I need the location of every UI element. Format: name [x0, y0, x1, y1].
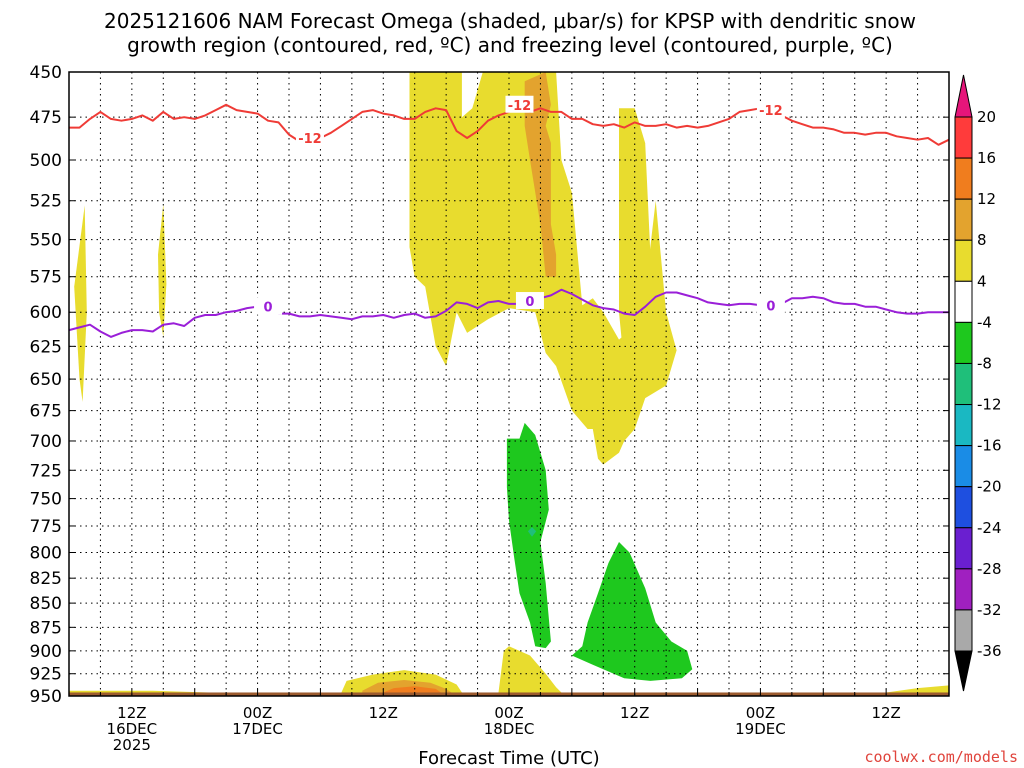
ytick-label-575: 575: [30, 268, 62, 288]
colorbar-bottom-arrow: [954, 650, 973, 692]
omega-region-1: [430, 99, 457, 263]
series-label-bg-1-0: [254, 297, 283, 315]
colorbar-label-13: -36: [977, 642, 1002, 660]
series-label-1-1: 0: [525, 295, 534, 310]
colorbar-swatch-3: [954, 239, 973, 282]
colorbar-label-9: -20: [977, 478, 1002, 496]
ytick-label-700: 700: [30, 432, 62, 452]
chart-title-line-1: 2025121606 NAM Forecast Omega (shaded, μ…: [104, 9, 916, 33]
omega-region-9: [524, 72, 557, 277]
omega-region-6: [498, 646, 562, 693]
xtick-label-78-0: 12Z: [871, 704, 900, 722]
xtick-label-6-2: 2025: [113, 736, 151, 754]
omega-region-4: [158, 203, 167, 337]
series-label-0-1: -12: [508, 99, 532, 114]
omega-region-11: [383, 686, 441, 693]
y-tick-layer: 450 475 500 525 550 575 600 625 650 675 700 725 750 7…: [30, 63, 949, 707]
colorbar-label-11: -28: [977, 560, 1002, 578]
colorbar-label-5: -4: [977, 313, 992, 331]
ytick-label-925: 925: [30, 665, 62, 685]
colorbar-label-10: -24: [977, 519, 1002, 537]
xtick-label-30-0: 12Z: [369, 704, 398, 722]
xtick-label-6-1: 16DEC: [107, 720, 158, 738]
colorbar-swatch-4: [954, 280, 973, 323]
omega-region-12: [506, 422, 551, 649]
colorbar-swatch-2: [954, 198, 973, 241]
colorbar-swatch-11: [954, 568, 973, 611]
xtick-label-54-0: 12Z: [620, 704, 649, 722]
colorbar-label-4: 4: [977, 272, 987, 290]
colorbar-swatch-7: [954, 404, 973, 447]
colorbar-swatch-9: [954, 486, 973, 529]
series-label-bg-0-0: [295, 128, 324, 146]
colorbar-label-0: 20: [977, 108, 996, 126]
ytick-label-450: 450: [30, 63, 62, 83]
ytick-label-525: 525: [30, 192, 62, 212]
xtick-label-66-1: 19DEC: [735, 720, 786, 738]
ytick-label-850: 850: [30, 594, 62, 614]
colorbar-top-arrow: [954, 74, 973, 118]
ytick-label-875: 875: [30, 618, 62, 638]
colorbar-label-8: -16: [977, 437, 1002, 455]
grid-layer: [69, 72, 949, 696]
series-label-0-0: -12: [298, 132, 322, 147]
ytick-label-750: 750: [30, 490, 62, 510]
colorbar-swatch-5: [954, 321, 973, 364]
ytick-label-775: 775: [30, 517, 62, 537]
xtick-label-42-1: 18DEC: [484, 720, 535, 738]
ytick-label-800: 800: [30, 543, 62, 563]
series-label-bg-1-2: [756, 296, 785, 314]
colorbar-swatch-12: [954, 609, 973, 652]
ytick-label-475: 475: [30, 108, 62, 128]
colorbar-swatch-6: [954, 362, 973, 406]
ytick-label-825: 825: [30, 569, 62, 589]
xtick-label-66-0: 00Z: [746, 704, 775, 722]
omega-region-13: [571, 542, 693, 681]
series-label-1-2: 0: [766, 299, 775, 314]
colorbar: 20 16 12 8 4 -4 -8 -12 -16 -20 -24 -28 -32 -36: [954, 74, 1002, 692]
colorbar-label-7: -12: [977, 396, 1002, 414]
xtick-label-42-0: 00Z: [494, 704, 523, 722]
xtick-label-6-0: 12Z: [117, 704, 146, 722]
xtick-label-18-0: 00Z: [243, 704, 272, 722]
xtick-label-18-1: 17DEC: [232, 720, 283, 738]
ytick-label-550: 550: [30, 231, 62, 251]
ytick-label-725: 725: [30, 461, 62, 481]
colorbar-swatch-10: [954, 527, 973, 570]
ytick-label-675: 675: [30, 402, 62, 422]
ytick-label-950: 950: [30, 687, 62, 707]
series-line-1: [68, 288, 949, 338]
colorbar-label-12: -32: [977, 601, 1002, 619]
series-label-0-2: -12: [759, 104, 783, 119]
omega-shading-layer: [69, 72, 949, 694]
contour-series-layer: -12 -12 -12 0 0 0: [68, 95, 950, 338]
colorbar-swatch-0: [954, 116, 973, 159]
series-label-1-0: 0: [264, 301, 273, 316]
x-axis-label: Forecast Time (UTC): [418, 748, 599, 768]
ytick-label-650: 650: [30, 370, 62, 390]
colorbar-label-1: 16: [977, 149, 996, 167]
series-label-bg-1-1: [515, 292, 544, 310]
omega-region-3: [74, 205, 87, 402]
colorbar-label-3: 8: [977, 231, 987, 249]
colorbar-swatch-1: [954, 157, 973, 200]
omega-region-14: [527, 527, 537, 537]
omega-region-0: [409, 72, 677, 465]
chart-title-line-2: growth region (contoured, red, ºC) and f…: [127, 33, 893, 57]
plot-area: -12 -12 -12 0 0 0 450 475 500 525 550 575 600 625 650…: [30, 63, 950, 754]
ytick-label-900: 900: [30, 642, 62, 662]
ytick-label-500: 500: [30, 151, 62, 171]
colorbar-swatch-8: [954, 445, 973, 488]
source-credit: coolwx.com/models: [864, 748, 1018, 766]
series-label-bg-0-1: [505, 95, 534, 113]
ytick-label-625: 625: [30, 337, 62, 357]
colorbar-label-6: -8: [977, 354, 992, 372]
colorbar-label-2: 12: [977, 190, 996, 208]
series-label-bg-0-2: [756, 101, 785, 119]
ytick-label-600: 600: [30, 303, 62, 323]
